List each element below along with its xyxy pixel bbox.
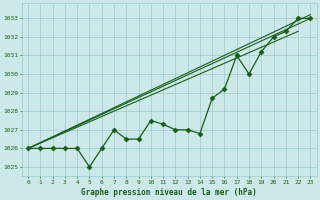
- X-axis label: Graphe pression niveau de la mer (hPa): Graphe pression niveau de la mer (hPa): [81, 188, 257, 197]
